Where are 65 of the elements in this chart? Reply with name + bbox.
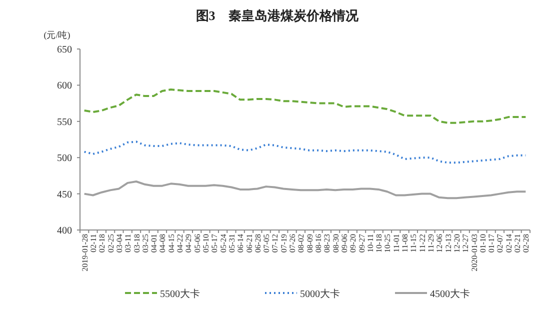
x-tick-label: 11-29 [426, 234, 436, 252]
x-tick-label: 12-20 [452, 234, 462, 253]
x-tick-label: 05-10 [201, 234, 210, 253]
x-tick-label: 03-25 [140, 234, 150, 253]
y-tick-label: 400 [57, 226, 72, 236]
x-tick-label: 06-21 [244, 234, 254, 253]
x-tick-label: 08-23 [322, 234, 332, 253]
x-tick-label: 09-06 [340, 234, 349, 253]
x-tick-label: 08-30 [331, 234, 340, 253]
x-tick-label: 11-08 [400, 234, 410, 252]
legend-label: 4500大卡 [430, 288, 470, 300]
x-tick-label: 02-21 [513, 234, 522, 253]
x-tick-label: 2019-01-28 [80, 234, 90, 272]
x-tick-label: 06-14 [236, 234, 246, 253]
x-tick-label: 12-27 [461, 234, 470, 253]
chart-title: 图3 秦皇岛港煤炭价格情况 [196, 8, 360, 23]
y-tick-label: 500 [57, 153, 72, 164]
y-tick-label: 600 [57, 80, 72, 92]
x-tick-label: 10-18 [374, 234, 384, 253]
x-tick-label: 11-15 [409, 234, 418, 252]
x-tick-label: 02-07 [496, 234, 505, 253]
x-tick-label: 04-22 [176, 234, 185, 253]
y-axis-title: (元/吨) [44, 30, 70, 40]
x-tick-label: 04-08 [158, 234, 168, 253]
x-tick-label: 04-15 [166, 234, 176, 253]
x-tick-label: 02-28 [522, 234, 531, 253]
x-tick-label: 10-25 [383, 234, 392, 253]
x-tick-label: 10-11 [366, 234, 375, 252]
x-tick-label: 02-18 [98, 234, 107, 253]
x-tick-label: 2020-01-03 [470, 234, 479, 272]
x-tick-label: 12-13 [444, 234, 453, 253]
x-tick-label: 07-26 [288, 234, 298, 253]
x-tick-label: 05-31 [227, 234, 236, 253]
line-series [83, 180, 527, 200]
x-tick-label: 09-20 [348, 234, 358, 253]
x-tick-label: 03-04 [114, 234, 124, 253]
x-tick-label: 06-28 [253, 234, 262, 253]
y-tick-label: 650 [57, 44, 72, 56]
x-tick-label: 08-02 [296, 234, 306, 253]
legend-label: 5500大卡 [160, 288, 200, 300]
x-tick-label: 05-17 [210, 234, 220, 253]
x-tick-label: 07-05 [262, 234, 272, 253]
x-tick-label: 01-10 [478, 234, 488, 253]
y-tick-label: 450 [57, 189, 72, 200]
x-tick-label: 07-19 [279, 234, 288, 253]
x-tick-label: 08-09 [305, 234, 314, 253]
x-tick-label: 02-25 [106, 234, 116, 253]
x-tick-label: 08-16 [314, 234, 323, 253]
x-tick-label: 03-18 [132, 234, 142, 253]
x-tick-label: 11-01 [392, 234, 401, 252]
x-tick-label: 02-11 [88, 234, 98, 252]
x-tick-label: 04-29 [184, 234, 194, 253]
x-tick-label: 04-01 [150, 234, 159, 253]
line-series [83, 88, 527, 124]
x-tick-label: 07-12 [270, 234, 280, 253]
x-tick-label: 11-22 [418, 234, 427, 252]
x-tick-label: 09-27 [357, 234, 366, 253]
x-tick-label: 12-06 [435, 234, 444, 253]
x-tick-label: 02-14 [504, 234, 514, 253]
legend-label: 5000大卡 [300, 288, 340, 300]
y-tick-label: 550 [57, 116, 72, 128]
x-tick-label: 05-06 [192, 234, 202, 253]
x-tick-label: 03-11 [124, 234, 133, 252]
x-tick-label: 01-17 [487, 234, 496, 253]
x-tick-label: 05-24 [218, 234, 228, 253]
